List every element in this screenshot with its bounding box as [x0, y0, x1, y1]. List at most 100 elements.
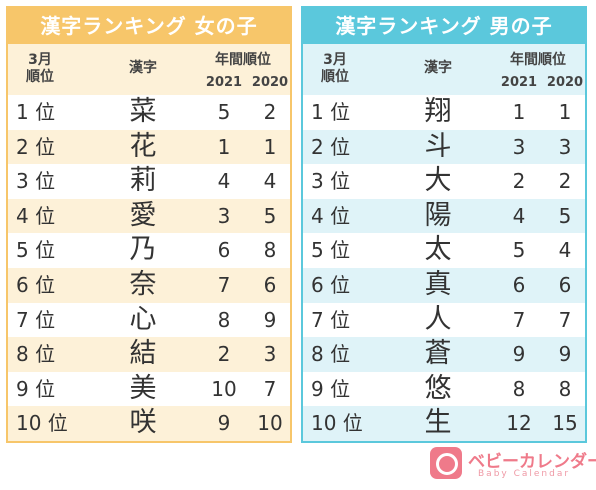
rank-2020-cell: 3 — [558, 134, 572, 159]
rank-cell: 9 位 — [16, 376, 56, 401]
rank-cell: 3 位 — [311, 169, 351, 194]
kanji-cell: 真 — [424, 268, 452, 300]
rank-2021-cell: 2 — [217, 342, 231, 367]
rank-2021-cell: 9 — [512, 342, 526, 367]
rank-2021-cell: 5 — [512, 238, 526, 263]
baby-calendar-logo: ベビーカレンダー Baby Calendar — [430, 445, 596, 485]
table-row: 7 位 心 8 9 — [8, 303, 290, 338]
rank-2020-cell: 3 — [263, 342, 277, 367]
rank-cell: 2 位 — [311, 134, 351, 159]
rank-2021-cell: 9 — [217, 411, 231, 436]
rank-2020-cell: 2 — [558, 169, 572, 194]
rank-2021-cell: 4 — [512, 203, 526, 228]
kanji-cell: 心 — [129, 303, 157, 335]
rank-2021-cell: 2 — [512, 169, 526, 194]
kanji-cell: 菜 — [129, 96, 157, 127]
rank-cell: 7 位 — [16, 307, 56, 332]
baby-calendar-logo-icon — [430, 447, 462, 479]
table-row: 8 位 結 2 3 — [8, 337, 290, 372]
kanji-cell: 陽 — [424, 199, 452, 231]
rank-2020-cell: 2 — [263, 100, 277, 124]
rank-2020-cell: 7 — [263, 376, 277, 401]
rank-2020-cell: 1 — [558, 100, 572, 124]
kanji-cell: 太 — [424, 234, 452, 266]
rank-2020-cell: 9 — [263, 307, 277, 332]
rank-header: 3月 順位 — [321, 52, 349, 85]
rank-2021-cell: 3 — [217, 203, 231, 228]
rank-2021-cell: 7 — [512, 307, 526, 332]
rank-cell: 7 位 — [311, 307, 351, 332]
kanji-cell: 乃 — [129, 234, 157, 266]
kanji-header: 漢字 — [129, 60, 157, 76]
table-row: 3 位 大 2 2 — [303, 164, 585, 199]
rank-2020-cell: 4 — [558, 238, 572, 263]
rank-2021-cell: 1 — [512, 100, 526, 124]
rank-2020-cell: 5 — [263, 203, 277, 228]
kanji-cell: 悠 — [424, 372, 452, 404]
rank-2021-cell: 8 — [217, 307, 231, 332]
kanji-cell: 奈 — [129, 268, 157, 300]
rank-2021-cell: 10 — [211, 376, 237, 401]
rank-cell: 8 位 — [311, 342, 351, 367]
year-2021-header: 2021 — [500, 75, 538, 90]
annual-rank-header: 年間順位 — [510, 52, 566, 68]
table-row: 1 位 菜 5 2 — [8, 95, 290, 130]
rank-2021-cell: 4 — [217, 169, 231, 194]
table-row: 2 位 花 1 1 — [8, 129, 290, 165]
rank-cell: 10 位 — [16, 411, 68, 436]
rank-2020-cell: 10 — [257, 411, 283, 436]
rank-2021-cell: 8 — [512, 376, 526, 401]
table-row: 8 位 蒼 9 9 — [303, 337, 585, 372]
kanji-cell: 生 — [424, 407, 452, 439]
rank-cell: 5 位 — [16, 238, 56, 263]
rank-2020-cell: 6 — [263, 272, 277, 297]
rank-cell: 9 位 — [311, 376, 351, 401]
table-row: 2 位 斗 3 3 — [303, 129, 585, 165]
kanji-cell: 愛 — [129, 199, 157, 231]
table-row: 10 位 咲 9 10 — [8, 406, 290, 441]
rank-cell: 2 位 — [16, 134, 56, 159]
kanji-cell: 咲 — [129, 407, 157, 439]
rank-2020-cell: 6 — [558, 272, 572, 297]
logo-subtext: Baby Calendar — [478, 469, 571, 479]
kanji-cell: 美 — [129, 372, 157, 404]
rank-cell: 1 位 — [16, 100, 56, 124]
girls-ranking-panel: 漢字ランキング 女の子 3月 順位 漢字 年間順位 2021 2020 1 位 菜 5… — [6, 6, 292, 443]
kanji-cell: 翔 — [424, 96, 452, 127]
table-row: 5 位 乃 6 8 — [8, 233, 290, 268]
annual-rank-header: 年間順位 — [215, 52, 271, 68]
kanji-cell: 人 — [424, 303, 452, 335]
rank-2020-cell: 4 — [263, 169, 277, 194]
year-2021-header: 2021 — [205, 75, 243, 90]
rank-2020-cell: 8 — [558, 376, 572, 401]
table-row: 1 位 翔 1 1 — [303, 95, 585, 130]
boys-panel-title: 漢字ランキング 男の子 — [303, 8, 585, 44]
table-row: 4 位 陽 4 5 — [303, 198, 585, 234]
girls-table-header: 3月 順位 漢字 年間順位 2021 2020 — [8, 44, 290, 95]
rank-cell: 6 位 — [16, 272, 56, 297]
rank-2020-cell: 15 — [552, 411, 578, 436]
kanji-cell: 大 — [424, 165, 452, 197]
boys-table-header: 3月 順位 漢字 年間順位 2021 2020 — [303, 44, 585, 95]
table-row: 3 位 莉 4 4 — [8, 164, 290, 199]
rank-2021-cell: 6 — [512, 272, 526, 297]
year-2020-header: 2020 — [546, 75, 584, 90]
rank-cell: 1 位 — [311, 100, 351, 124]
girls-panel-title: 漢字ランキング 女の子 — [8, 8, 290, 44]
rank-2021-cell: 7 — [217, 272, 231, 297]
kanji-cell: 花 — [129, 130, 157, 162]
rank-2020-cell: 7 — [558, 307, 572, 332]
rank-cell: 8 位 — [16, 342, 56, 367]
rank-2021-cell: 12 — [506, 411, 532, 436]
table-row: 7 位 人 7 7 — [303, 303, 585, 338]
rank-2021-cell: 1 — [217, 134, 231, 159]
logo-text: ベビーカレンダー — [468, 452, 596, 472]
rank-2021-cell: 3 — [512, 134, 526, 159]
rank-2020-cell: 9 — [558, 342, 572, 367]
rank-2020-cell: 5 — [558, 203, 572, 228]
rank-cell: 3 位 — [16, 169, 56, 194]
table-row: 5 位 太 5 4 — [303, 233, 585, 268]
